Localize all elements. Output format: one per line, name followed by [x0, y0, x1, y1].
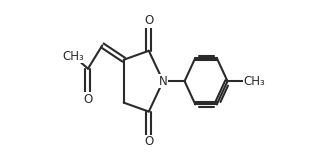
Text: CH₃: CH₃ [244, 75, 265, 88]
Text: O: O [144, 14, 154, 27]
Text: N: N [159, 75, 168, 88]
Text: CH₃: CH₃ [63, 50, 85, 63]
Text: O: O [144, 135, 154, 149]
Text: O: O [83, 93, 92, 106]
